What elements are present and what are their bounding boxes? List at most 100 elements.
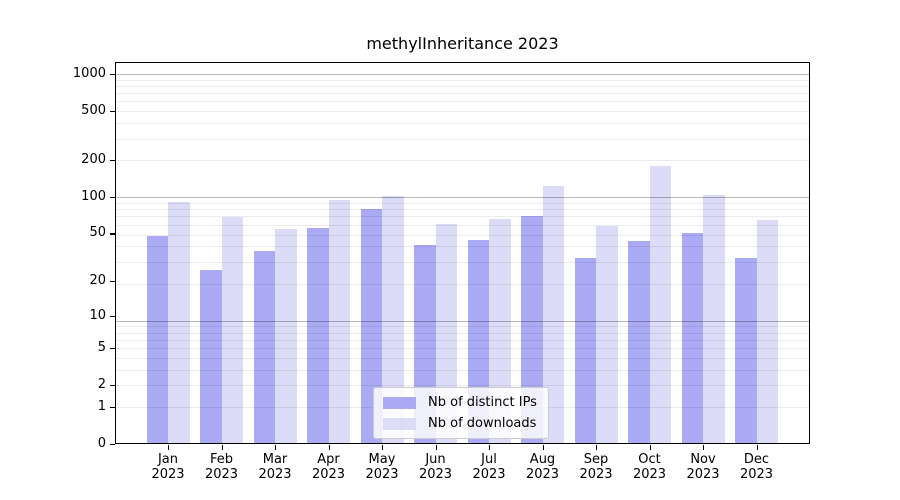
bar-distinct-ips-sep bbox=[574, 258, 596, 444]
x-tick-label: Feb 2023 bbox=[204, 452, 239, 482]
bar-downloads-mar bbox=[275, 229, 297, 444]
bar-distinct-ips-feb bbox=[200, 269, 222, 444]
y-tick-label: 1000 bbox=[72, 66, 106, 82]
y-tick-label: 2 bbox=[97, 377, 106, 393]
bar-downloads-sep bbox=[596, 225, 618, 444]
legend-item-distinct-ips: Nb of distinct IPs bbox=[383, 395, 537, 410]
y-tick-label: 1 bbox=[97, 398, 106, 414]
y-tick-mark bbox=[110, 385, 115, 387]
minor-gridline bbox=[115, 339, 810, 341]
bar-distinct-ips-apr bbox=[307, 228, 329, 444]
bar-distinct-ips-mar bbox=[253, 250, 275, 444]
x-tick-label: Apr 2023 bbox=[311, 452, 346, 482]
major-gridline bbox=[115, 74, 810, 76]
minor-gridline bbox=[115, 101, 810, 103]
minor-gridline bbox=[115, 326, 810, 328]
y-tick-mark bbox=[110, 348, 115, 350]
grid-layer bbox=[115, 62, 810, 444]
minor-gridline bbox=[115, 79, 810, 81]
bar-distinct-ips-nov bbox=[681, 233, 703, 444]
y-tick-mark bbox=[110, 196, 115, 199]
bar-downloads-jan bbox=[168, 202, 190, 444]
y-tick-label: 200 bbox=[81, 152, 106, 168]
bar-downloads-apr bbox=[328, 200, 350, 444]
minor-gridline bbox=[115, 216, 810, 218]
bar-downloads-may bbox=[382, 196, 404, 444]
x-tick-mark bbox=[435, 445, 437, 450]
y-tick-mark bbox=[110, 406, 115, 409]
x-tick-mark bbox=[756, 445, 758, 450]
plot-area: Nb of distinct IPs Nb of downloads bbox=[115, 62, 810, 444]
minor-gridline bbox=[115, 160, 810, 162]
y-tick-mark bbox=[110, 160, 115, 162]
minor-gridline bbox=[115, 332, 810, 334]
x-tick-mark bbox=[703, 445, 705, 450]
minor-gridline bbox=[115, 348, 810, 350]
x-tick-mark bbox=[275, 445, 277, 450]
legend-label-distinct-ips: Nb of distinct IPs bbox=[428, 395, 537, 410]
y-tick-mark bbox=[110, 74, 115, 76]
legend-swatch-downloads-icon bbox=[383, 417, 416, 430]
legend-swatch-distinct-ips-icon bbox=[383, 396, 416, 409]
minor-gridline bbox=[115, 224, 810, 226]
bar-distinct-ips-aug bbox=[521, 215, 543, 444]
minor-gridline bbox=[115, 209, 810, 211]
y-tick-label: 20 bbox=[89, 272, 106, 288]
minor-gridline bbox=[115, 138, 810, 140]
bar-downloads-oct bbox=[649, 165, 671, 444]
x-tick-mark bbox=[649, 445, 651, 450]
x-tick-label: May 2023 bbox=[365, 452, 399, 482]
y-tick-label: 50 bbox=[89, 225, 106, 241]
minor-gridline bbox=[115, 385, 810, 387]
minor-gridline bbox=[115, 369, 810, 371]
y-tick-mark bbox=[110, 315, 115, 317]
x-tick-mark bbox=[328, 445, 330, 450]
minor-gridline bbox=[115, 234, 810, 236]
y-tick-mark bbox=[110, 111, 115, 113]
bar-downloads-nov bbox=[703, 195, 725, 444]
minor-gridline bbox=[115, 93, 810, 95]
x-tick-label: Dec 2023 bbox=[739, 452, 774, 482]
x-tick-mark bbox=[221, 445, 223, 450]
bar-downloads-dec bbox=[756, 220, 778, 444]
bar-distinct-ips-dec bbox=[735, 258, 757, 444]
major-gridline bbox=[115, 197, 810, 199]
x-tick-label: Jan 2023 bbox=[151, 452, 185, 482]
y-tick-mark bbox=[110, 233, 115, 235]
x-tick-label: Jun 2023 bbox=[418, 452, 453, 482]
legend-label-downloads: Nb of downloads bbox=[428, 416, 537, 431]
x-tick-label: Aug 2023 bbox=[525, 452, 560, 482]
bar-distinct-ips-jan bbox=[146, 235, 168, 444]
y-tick-mark bbox=[110, 444, 115, 446]
minor-gridline bbox=[115, 283, 810, 285]
minor-gridline bbox=[115, 357, 810, 359]
bar-downloads-feb bbox=[221, 217, 243, 444]
minor-gridline bbox=[115, 123, 810, 125]
x-tick-label: Jul 2023 bbox=[472, 452, 506, 482]
bar-distinct-ips-oct bbox=[628, 241, 650, 444]
x-tick-label: Nov 2023 bbox=[686, 452, 720, 482]
x-tick-mark bbox=[382, 445, 384, 450]
x-tick-label: Mar 2023 bbox=[258, 452, 292, 482]
x-tick-mark bbox=[596, 445, 598, 450]
bar-distinct-ips-may bbox=[360, 208, 382, 444]
x-tick-mark bbox=[489, 445, 491, 450]
y-tick-label: 500 bbox=[81, 103, 106, 119]
minor-gridline bbox=[115, 203, 810, 205]
bar-downloads-aug bbox=[542, 186, 564, 444]
y-tick-label: 100 bbox=[81, 188, 106, 204]
y-tick-mark bbox=[110, 280, 115, 283]
x-tick-mark bbox=[542, 445, 544, 450]
y-tick-label: 10 bbox=[89, 307, 106, 323]
x-tick-mark bbox=[168, 445, 170, 450]
legend-item-downloads: Nb of downloads bbox=[383, 416, 537, 431]
y-tick-label: 0 bbox=[97, 436, 106, 451]
minor-gridline bbox=[115, 261, 810, 263]
major-gridline bbox=[115, 320, 810, 322]
x-tick-label: Sep 2023 bbox=[579, 452, 613, 482]
minor-gridline bbox=[115, 246, 810, 248]
y-tick-label: 5 bbox=[97, 340, 106, 356]
x-tick-label: Oct 2023 bbox=[632, 452, 667, 482]
legend: Nb of distinct IPs Nb of downloads bbox=[373, 387, 549, 439]
